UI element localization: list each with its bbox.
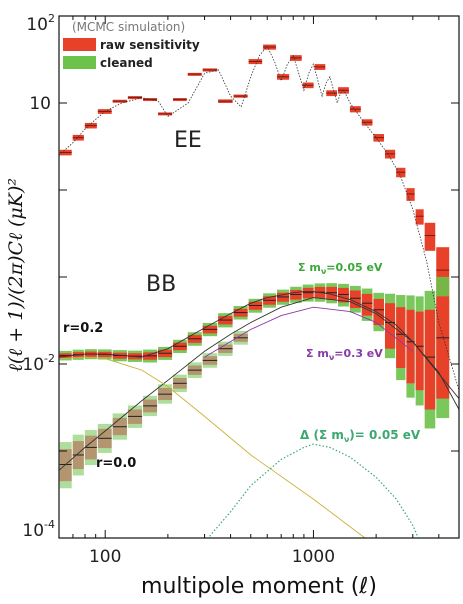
legend-swatch-raw-sensitivity — [63, 38, 96, 51]
r00-label: r=0.0 — [96, 456, 136, 471]
delta-mnu-curve — [207, 443, 419, 538]
bb-r02-bin-raw-box — [436, 296, 450, 399]
bb-r02-bin-raw-box — [326, 286, 338, 300]
bb-tensor-r02-curve — [59, 356, 366, 538]
x-tick-label: 100 — [89, 547, 121, 567]
r02-label: r=0.2 — [63, 321, 103, 336]
y-axis-label: ℓ(ℓ + 1)/(2π)Cℓ (μK)² — [5, 178, 27, 372]
mnu-03-annotation: Σ mν=0.3 eV — [306, 347, 383, 362]
y-tick-label: 10-4 — [22, 518, 55, 541]
bb-total-r02-curve — [59, 291, 459, 410]
x-tick-label: 1000 — [292, 547, 335, 567]
bb-r00-bin-raw-box — [59, 449, 72, 482]
bb-lensing-curve — [59, 297, 459, 471]
y-tick-label: 10-2 — [22, 352, 55, 375]
y-tick-label: 102 — [26, 12, 55, 35]
x-axis-label: multipole moment (ℓ) — [141, 574, 377, 599]
bb-r02-bin-raw-box — [338, 287, 349, 303]
ee-bin-box — [406, 188, 415, 201]
legend-swatch-cleaned — [63, 56, 96, 69]
axis-ticks: 100 1000 10-4 10-2 10 102 — [22, 12, 460, 567]
ee-bin-box — [424, 222, 436, 251]
bb-r02-bin-raw-box — [406, 309, 415, 384]
delta-mnu-annotation: Δ (Σ mν)= 0.05 eV — [300, 428, 421, 444]
plot-area — [59, 16, 459, 538]
mnu-005-annotation: Σ mν=0.05 eV — [298, 261, 383, 276]
bb-label: BB — [146, 272, 176, 297]
bb-mnu03-curve — [204, 306, 414, 358]
bb-r02-bin-raw-box — [396, 307, 406, 368]
legend-label-cleaned: cleaned — [100, 56, 153, 70]
theory-curves — [59, 45, 459, 538]
ee-bin-box — [415, 209, 424, 225]
legend-title: (MCMC simulation) — [72, 20, 185, 34]
bb-r02-bin-raw-box — [384, 303, 396, 349]
bb-r02-bin-raw-box — [373, 298, 384, 326]
ee-label: EE — [174, 128, 202, 153]
ee-theory-curve — [59, 45, 459, 391]
bb-r02-bin-raw-box — [349, 290, 361, 309]
y-tick-label: 10 — [29, 94, 51, 114]
bb-r02-bin-raw-box — [361, 293, 373, 316]
bb-r02-bin-raw-box — [424, 309, 436, 410]
legend: (MCMC simulation) raw sensitivity cleane… — [63, 20, 200, 70]
legend-label-raw-sensitivity: raw sensitivity — [100, 38, 200, 52]
